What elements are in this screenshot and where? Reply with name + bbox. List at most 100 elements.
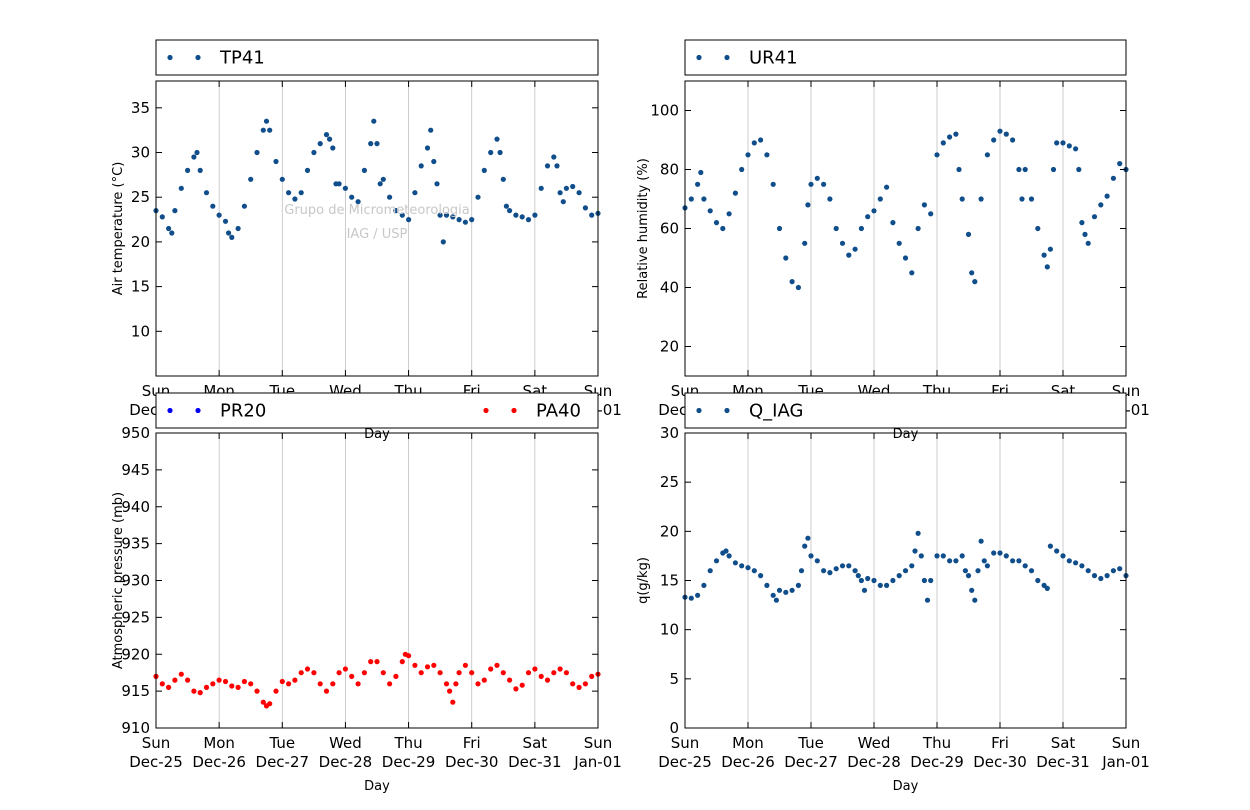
legend-marker (195, 54, 201, 61)
x-axis-label: Day (893, 427, 919, 442)
data-point (406, 653, 412, 659)
data-point (323, 132, 330, 138)
data-point (355, 681, 361, 687)
data-point (808, 553, 814, 559)
data-point (327, 136, 333, 142)
data-point (525, 670, 532, 676)
y-tick-label: 35 (131, 99, 150, 117)
data-point (871, 577, 877, 584)
data-point (1098, 202, 1104, 208)
data-point (764, 152, 770, 158)
y-tick-label: 950 (121, 424, 150, 442)
data-point (336, 181, 342, 187)
data-point (776, 225, 783, 232)
legend: PR20 PA40 (155, 392, 599, 429)
data-point (203, 684, 210, 691)
data-point (808, 181, 814, 187)
legend-entry: UR41 (749, 48, 798, 69)
legend-entry: PR20 (220, 401, 266, 422)
data-point (884, 582, 890, 589)
data-point (330, 145, 336, 151)
data-point (166, 684, 172, 691)
data-point (1047, 543, 1053, 549)
data-point (770, 592, 776, 598)
data-point (248, 176, 254, 182)
y-tick-label: 10 (660, 621, 679, 639)
data-point (745, 152, 751, 158)
data-point (342, 185, 348, 191)
data-point (393, 673, 399, 680)
watermark: Grupo de Micrometeorologia IAG / USP (284, 203, 470, 242)
data-point (1050, 166, 1057, 173)
data-point (437, 670, 443, 676)
data-point (1098, 575, 1104, 582)
data-point (1028, 568, 1035, 574)
y-tick-label: 0 (669, 719, 679, 737)
data-point (544, 163, 551, 169)
data-point (226, 230, 232, 236)
legend-marker (167, 407, 173, 414)
x-axis-label: Day (364, 427, 390, 442)
y-tick-label: 25 (660, 473, 679, 491)
data-point (374, 659, 380, 665)
data-point (723, 548, 729, 554)
data-point (393, 208, 399, 214)
data-point (751, 140, 757, 146)
data-point (462, 662, 468, 668)
legend-frame (155, 39, 599, 76)
y-axis-label: q(g/kg) (636, 557, 651, 604)
data-point (469, 217, 475, 223)
data-point (431, 662, 437, 668)
data-point (361, 167, 367, 173)
data-point (412, 190, 418, 196)
y-tick-label: 20 (660, 522, 679, 540)
data-point (978, 538, 984, 544)
y-tick-label: 940 (121, 498, 150, 516)
data-point (1016, 166, 1022, 173)
data-point (940, 553, 946, 559)
data-point (726, 553, 732, 559)
data-point (745, 565, 751, 571)
data-point (194, 149, 200, 156)
data-point (304, 666, 311, 672)
data-point (877, 196, 883, 202)
data-point (172, 208, 178, 214)
data-point (1003, 553, 1009, 559)
data-point (814, 175, 820, 181)
data-point (582, 205, 589, 211)
data-point (940, 140, 946, 146)
data-point (380, 670, 386, 676)
data-point (1041, 252, 1047, 258)
data-point (739, 563, 745, 569)
data-point (965, 231, 972, 237)
data-point (814, 558, 820, 564)
data-point (959, 553, 965, 559)
data-point (462, 219, 468, 225)
plot-frame (684, 80, 1127, 377)
data-point (953, 558, 959, 564)
data-point (865, 575, 871, 582)
data-point (688, 595, 694, 601)
data-point (1019, 196, 1025, 202)
data-point (431, 158, 437, 165)
data-point (197, 167, 203, 173)
data-point (956, 166, 962, 173)
data-point (418, 163, 424, 169)
data-point (260, 699, 266, 705)
data-point (997, 550, 1003, 556)
data-point (399, 659, 405, 665)
data-point (1060, 140, 1066, 146)
data-point (802, 240, 808, 246)
data-point (855, 573, 861, 579)
data-point (798, 568, 805, 574)
data-point (279, 176, 285, 182)
data-point (229, 683, 235, 689)
legend-frame (684, 392, 1127, 429)
